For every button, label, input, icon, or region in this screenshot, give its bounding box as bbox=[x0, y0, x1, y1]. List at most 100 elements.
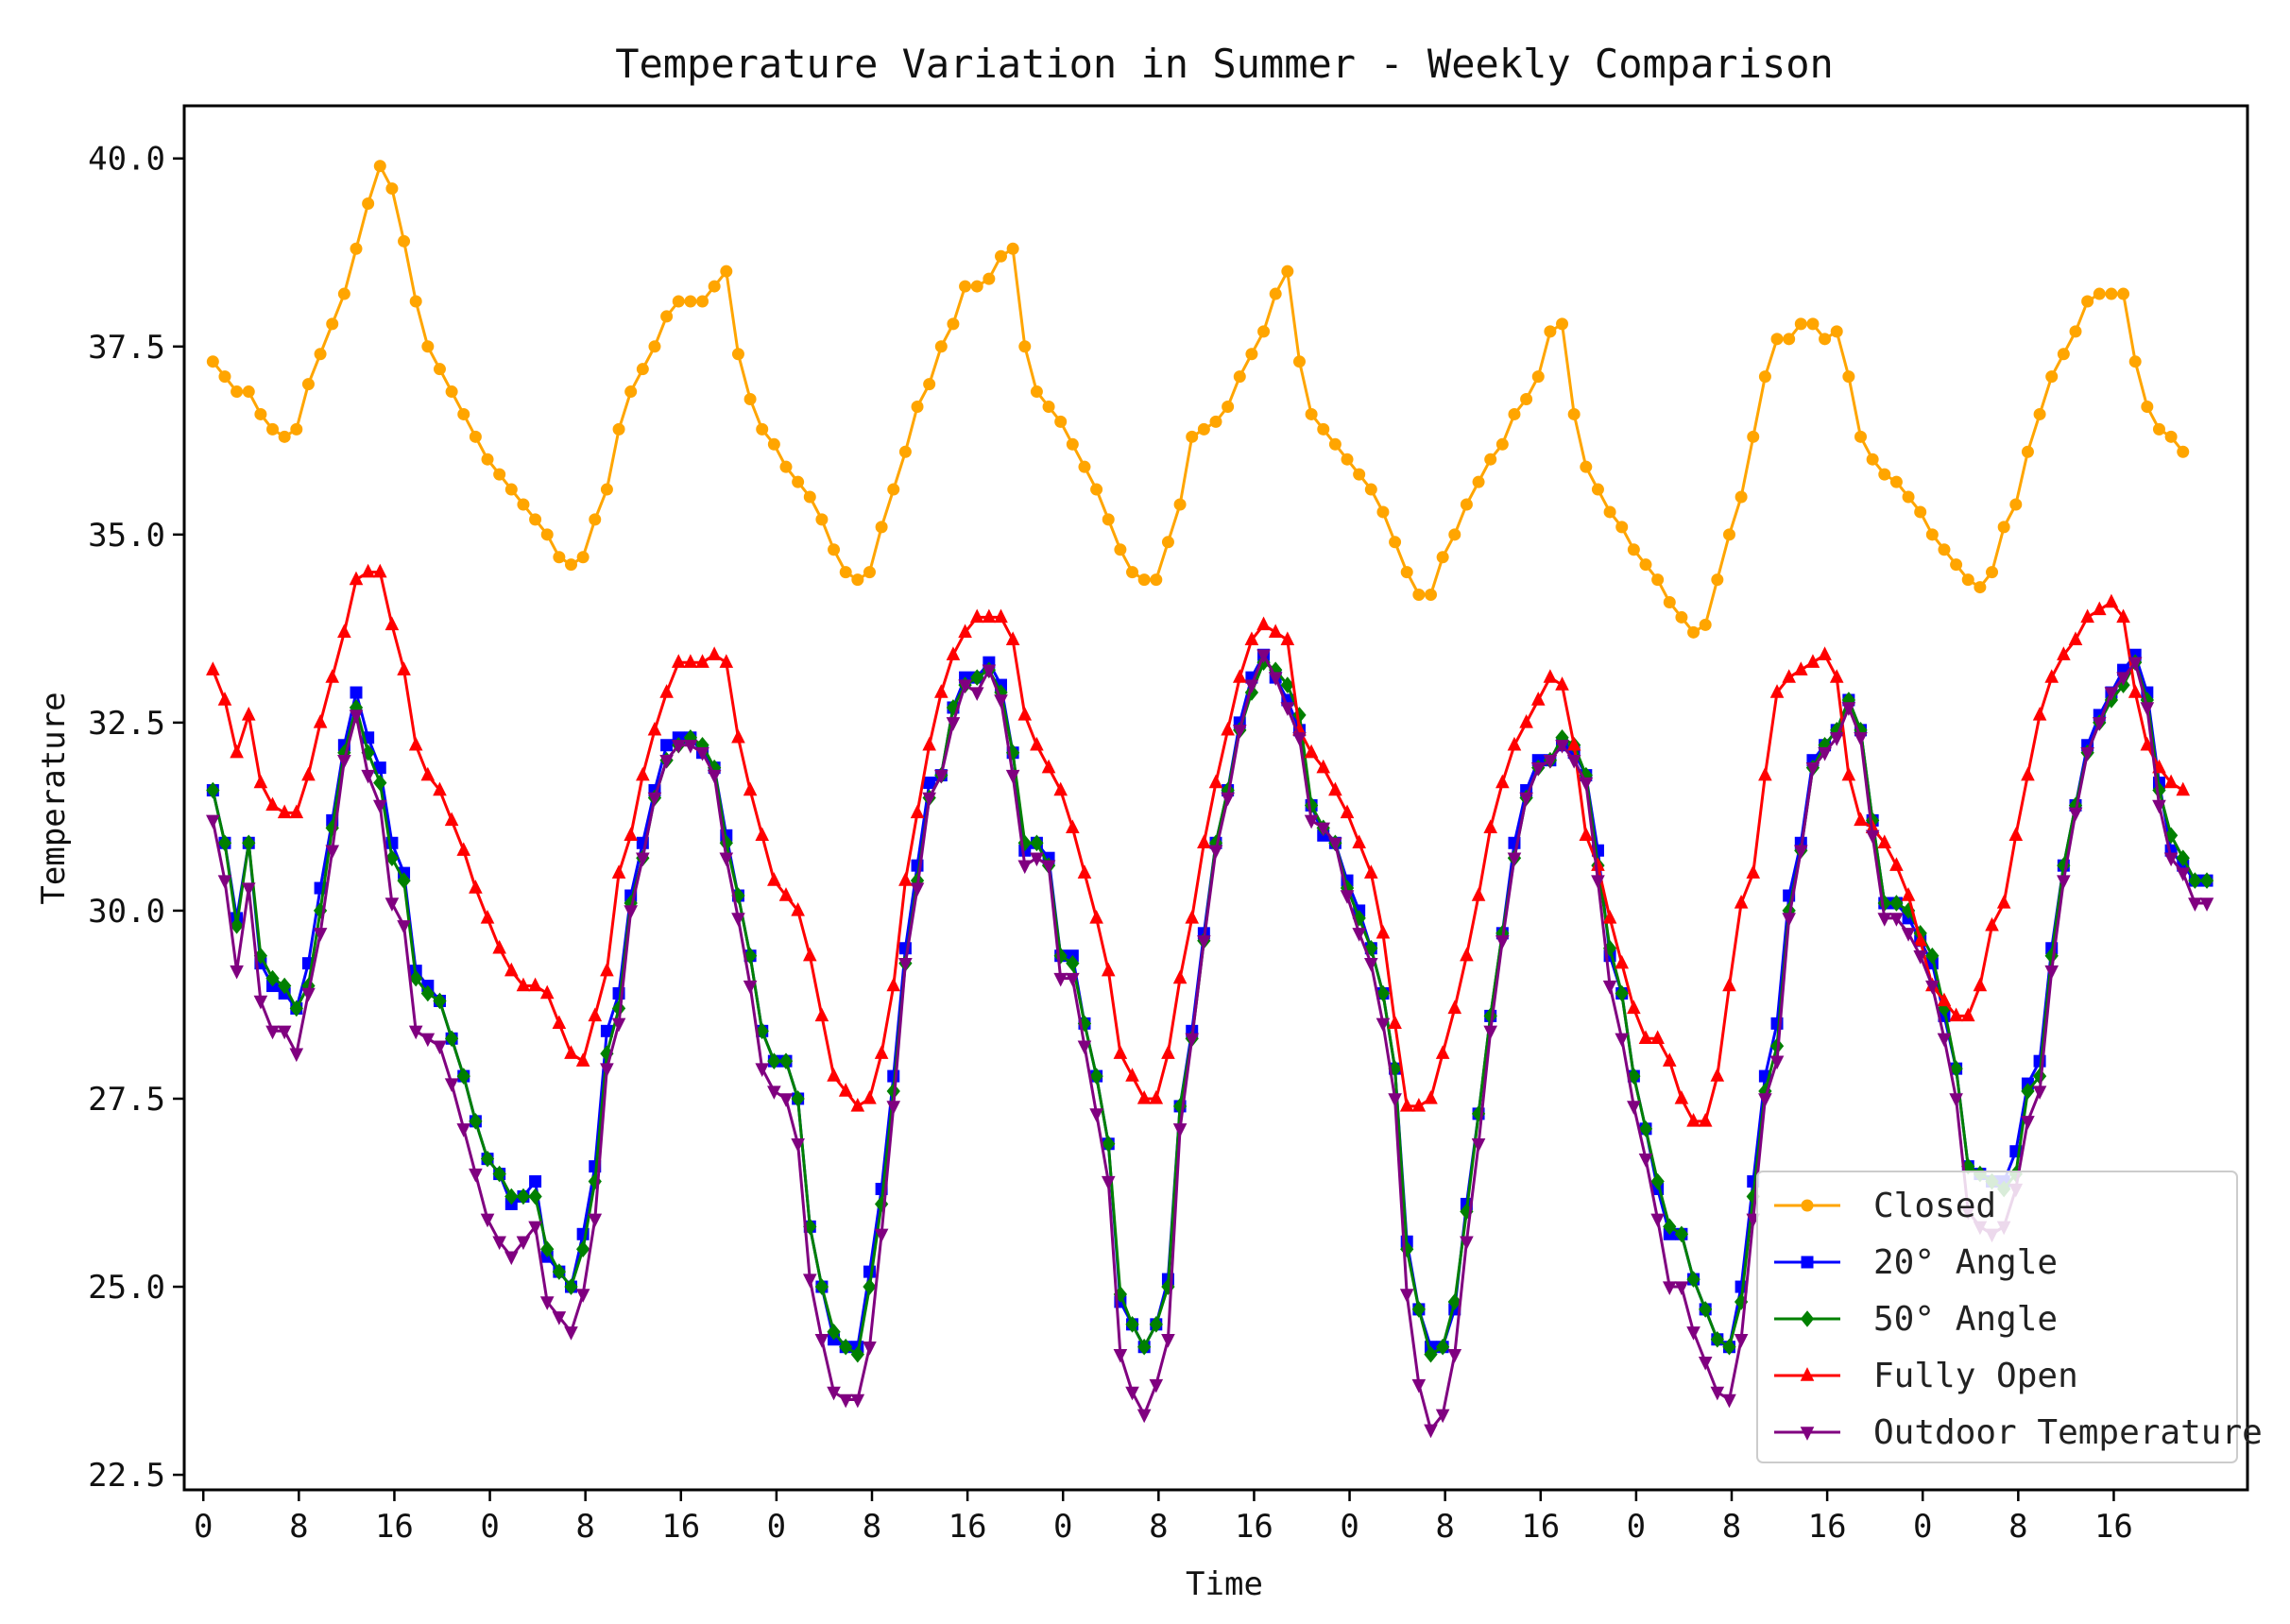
data-point bbox=[719, 852, 734, 867]
data-point bbox=[385, 616, 400, 631]
data-point bbox=[1602, 909, 1617, 924]
data-point bbox=[659, 684, 674, 698]
data-point bbox=[564, 1045, 578, 1059]
data-point bbox=[1663, 595, 1676, 608]
data-point bbox=[1030, 385, 1043, 399]
data-point bbox=[1448, 528, 1461, 541]
data-point bbox=[242, 834, 256, 852]
legend-label: 20° Angle bbox=[1873, 1243, 2058, 1282]
data-point bbox=[1460, 1236, 1474, 1251]
data-point bbox=[1114, 543, 1127, 556]
data-point bbox=[1566, 754, 1581, 769]
data-point bbox=[206, 355, 219, 368]
data-point bbox=[1041, 759, 1056, 774]
data-point bbox=[1794, 317, 1807, 331]
data-point bbox=[504, 1188, 519, 1205]
x-tick-label: 0 bbox=[1627, 1508, 1646, 1546]
data-point bbox=[1041, 860, 1056, 875]
data-point bbox=[778, 887, 794, 901]
data-point bbox=[1675, 610, 1688, 624]
data-point bbox=[696, 295, 709, 308]
data-point bbox=[1245, 348, 1258, 361]
data-point bbox=[1411, 1378, 1427, 1393]
data-point bbox=[1854, 430, 1867, 443]
data-point bbox=[325, 845, 340, 860]
data-point bbox=[933, 769, 948, 784]
data-point bbox=[469, 880, 483, 894]
data-point bbox=[242, 385, 255, 399]
data-point bbox=[767, 872, 781, 886]
data-point bbox=[1686, 1112, 1700, 1127]
data-point bbox=[1782, 669, 1796, 683]
y-tick-label: 22.5 bbox=[88, 1457, 165, 1495]
data-point bbox=[743, 980, 758, 995]
data-point bbox=[553, 551, 566, 564]
data-point bbox=[349, 571, 364, 586]
y-axis-label: Temperature bbox=[35, 692, 73, 904]
data-point bbox=[792, 475, 805, 488]
data-point bbox=[958, 624, 972, 639]
data-point bbox=[827, 1386, 841, 1401]
data-point bbox=[1150, 573, 1163, 587]
data-point bbox=[1053, 781, 1068, 796]
data-point bbox=[1699, 618, 1712, 631]
data-point bbox=[1627, 543, 1640, 556]
data-point bbox=[1877, 834, 1892, 848]
data-point bbox=[1961, 573, 1974, 587]
data-point bbox=[1447, 1293, 1461, 1310]
data-point bbox=[1829, 669, 1844, 683]
data-point bbox=[1949, 1007, 1963, 1022]
data-point bbox=[2092, 717, 2107, 731]
data-point bbox=[874, 1045, 889, 1059]
data-point bbox=[1209, 415, 1222, 428]
data-point bbox=[528, 1188, 542, 1205]
data-point bbox=[1687, 625, 1700, 639]
data-point bbox=[1411, 1098, 1427, 1112]
data-point bbox=[970, 669, 984, 686]
data-point bbox=[1352, 928, 1366, 942]
data-point bbox=[206, 781, 220, 799]
data-point bbox=[2021, 1083, 2035, 1100]
data-point bbox=[1424, 1424, 1438, 1439]
data-point bbox=[492, 1165, 506, 1183]
data-point bbox=[1758, 1093, 1772, 1107]
data-point bbox=[1172, 969, 1188, 984]
data-point bbox=[1805, 761, 1820, 777]
data-point bbox=[708, 280, 721, 293]
data-point bbox=[911, 400, 924, 413]
legend-marker bbox=[1801, 1256, 1814, 1269]
data-point bbox=[1113, 1045, 1128, 1059]
data-point bbox=[1937, 992, 1952, 1007]
data-point bbox=[1902, 490, 1915, 504]
data-point bbox=[802, 1274, 817, 1288]
data-point bbox=[1925, 528, 1939, 541]
data-point bbox=[1674, 1090, 1689, 1104]
data-point bbox=[457, 407, 470, 420]
data-point bbox=[1841, 702, 1856, 716]
data-point bbox=[886, 977, 901, 992]
data-point bbox=[1280, 676, 1294, 693]
data-point bbox=[850, 1098, 865, 1112]
data-point bbox=[231, 385, 244, 399]
y-tick-label: 35.0 bbox=[88, 517, 165, 555]
x-axis-label: Time bbox=[1186, 1565, 1263, 1603]
data-point bbox=[1603, 505, 1616, 519]
data-point bbox=[1197, 422, 1210, 436]
data-point bbox=[838, 1393, 853, 1409]
data-point bbox=[1842, 370, 1855, 384]
data-point bbox=[350, 686, 363, 699]
data-point bbox=[683, 740, 698, 754]
data-point bbox=[1830, 325, 1843, 338]
data-point bbox=[1436, 551, 1449, 564]
data-point bbox=[1710, 1386, 1725, 1401]
series-0 bbox=[206, 160, 2190, 639]
data-point bbox=[372, 563, 387, 578]
data-point bbox=[1352, 834, 1366, 848]
data-point bbox=[409, 295, 422, 308]
data-point bbox=[1292, 732, 1307, 746]
data-point bbox=[1580, 460, 1593, 473]
data-point bbox=[540, 1240, 555, 1258]
data-point bbox=[2199, 872, 2214, 889]
series-4 bbox=[206, 649, 2214, 1439]
data-point bbox=[1268, 672, 1283, 687]
